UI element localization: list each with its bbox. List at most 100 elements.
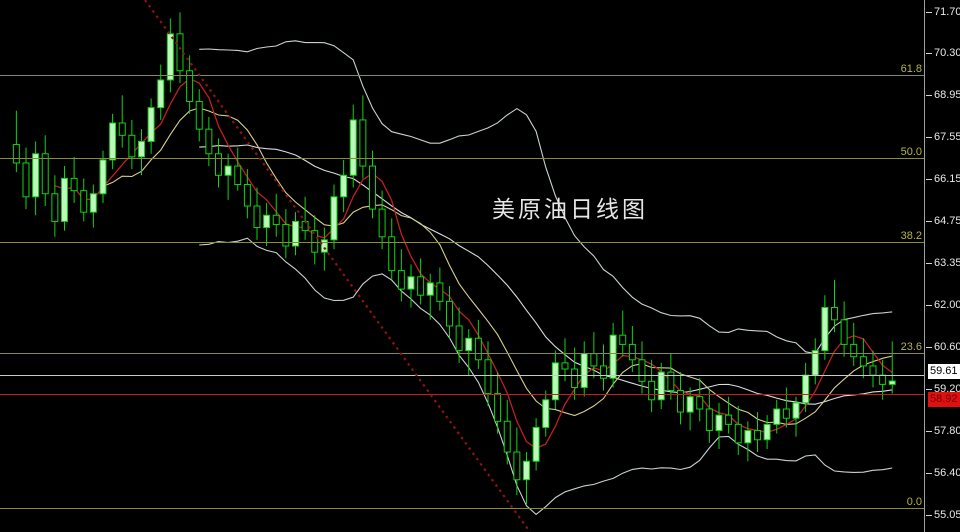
candle [407, 264, 415, 308]
fibonacci-level-label: 61.8 [900, 63, 922, 75]
axis-tick-label: 67.55 [934, 131, 960, 143]
axis-tick [926, 53, 932, 54]
indicator-line [54, 77, 893, 450]
axis-tick-label: 68.95 [934, 89, 960, 101]
candle [513, 427, 521, 496]
axis-tick [926, 305, 932, 306]
candle [571, 347, 579, 400]
axis-tick [926, 473, 932, 474]
candle [465, 329, 473, 376]
candle [41, 135, 49, 207]
fibonacci-lines [0, 0, 924, 532]
candle [831, 279, 838, 333]
axis-tick [926, 95, 932, 96]
axis-tick-label: 57.80 [934, 425, 960, 437]
candle [667, 353, 675, 400]
candle [186, 55, 194, 114]
candle [715, 402, 723, 449]
candle [128, 119, 136, 170]
candle [763, 415, 771, 449]
candle [696, 378, 704, 422]
candle [474, 319, 482, 370]
candle [657, 362, 665, 409]
candle [773, 399, 781, 434]
axis-tick-label: 71.70 [934, 6, 960, 18]
candle [109, 113, 117, 170]
candle [388, 218, 396, 280]
candle [542, 390, 550, 437]
last-price: 58.92 [928, 392, 960, 407]
candle [70, 156, 78, 203]
candle [426, 273, 434, 320]
candle [484, 341, 492, 406]
axis-tick-label: 64.75 [934, 215, 960, 227]
candle [744, 421, 752, 462]
chart-title: 美原油日线图 [492, 197, 648, 223]
candle [734, 405, 742, 456]
indicator-line [199, 144, 893, 405]
indicator-line [199, 40, 893, 355]
candle [243, 169, 251, 219]
fibonacci-level-label: 0.0 [906, 496, 922, 508]
candle [417, 258, 425, 305]
candle [157, 64, 165, 120]
candle [677, 372, 684, 425]
indicator-line [199, 237, 893, 516]
candle [792, 396, 800, 437]
fibonacci-level-label: 38.2 [900, 230, 922, 242]
candle [282, 209, 290, 259]
candle [311, 215, 319, 265]
candle [648, 359, 656, 413]
candle [888, 341, 896, 394]
candle [705, 390, 713, 443]
axis-tick [926, 263, 932, 264]
axis-line [924, 0, 925, 532]
candle [850, 322, 858, 366]
axis-tick-label: 60.60 [934, 341, 960, 353]
fibonacci-level-label: 23.6 [900, 341, 922, 353]
axis-tick-label: 62.00 [934, 299, 960, 311]
bid-price: 59.61 [928, 364, 960, 379]
price-axis[interactable]: 71.70 70.30 68.95 67.55 66.15 64.75 63.35 62.00… [924, 0, 960, 532]
axis-tick-label: 70.30 [934, 47, 960, 59]
axis-tick [926, 431, 932, 432]
candle [494, 372, 502, 434]
candle [638, 341, 646, 394]
candle [369, 150, 376, 219]
axis-tick [926, 179, 932, 180]
axis-tick [926, 137, 932, 138]
candle [99, 150, 107, 203]
candle [551, 350, 559, 409]
candle [32, 141, 40, 216]
candle [224, 153, 232, 200]
candle [609, 322, 617, 388]
candle [619, 310, 627, 357]
candle [725, 396, 733, 434]
candle [61, 166, 68, 231]
axis-tick-label: 56.40 [934, 467, 960, 479]
candle [436, 267, 444, 311]
candle [147, 98, 155, 154]
candle [859, 338, 867, 379]
candle [215, 138, 222, 188]
candle [166, 18, 174, 93]
candle [195, 89, 203, 142]
candle [138, 129, 145, 176]
candle [359, 95, 367, 179]
chart-plot-area[interactable]: 美原油日线图 61.8 50.0 38.2 23.6 0.0 [0, 0, 924, 532]
candle [340, 159, 348, 213]
fibonacci-level-label: 50.0 [900, 146, 922, 158]
candle [272, 193, 280, 237]
candle [205, 116, 213, 167]
candle [263, 202, 271, 247]
candle [600, 344, 607, 391]
candle [12, 110, 20, 173]
candle [446, 285, 453, 339]
axis-tick [926, 12, 932, 13]
candle [22, 147, 30, 210]
candle [118, 95, 126, 148]
candle [378, 190, 386, 250]
candle [51, 175, 59, 237]
candle [80, 178, 88, 222]
